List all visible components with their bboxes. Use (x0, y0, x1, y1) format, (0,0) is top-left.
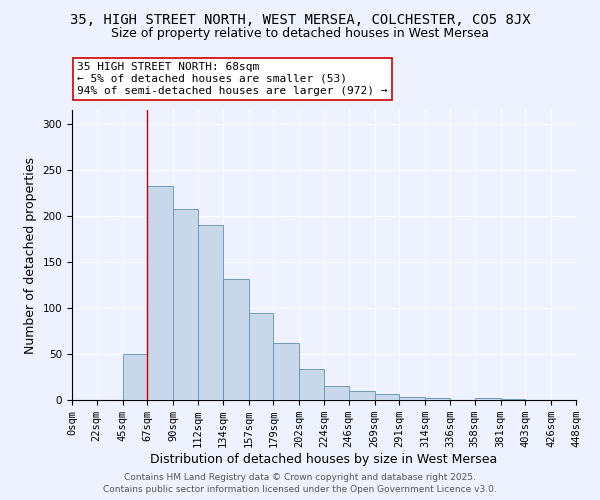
Bar (349, 391, 374, 400)
Bar (400, 397, 425, 400)
Text: 35, HIGH STREET NORTH, WEST MERSEA, COLCHESTER, CO5 8JX: 35, HIGH STREET NORTH, WEST MERSEA, COLC… (70, 12, 530, 26)
Bar (500, 399, 526, 400)
Bar (374, 394, 400, 400)
Bar (324, 386, 349, 400)
Bar (148, 186, 173, 400)
Bar (198, 225, 223, 400)
Bar (122, 354, 148, 400)
Bar (173, 210, 198, 400)
Bar (475, 398, 500, 400)
X-axis label: Distribution of detached houses by size in West Mersea: Distribution of detached houses by size … (151, 453, 497, 466)
Bar (425, 398, 450, 400)
Text: Contains public sector information licensed under the Open Government Licence v3: Contains public sector information licen… (103, 485, 497, 494)
Y-axis label: Number of detached properties: Number of detached properties (24, 156, 37, 354)
Text: 35 HIGH STREET NORTH: 68sqm
← 5% of detached houses are smaller (53)
94% of semi: 35 HIGH STREET NORTH: 68sqm ← 5% of deta… (77, 62, 388, 96)
Bar (299, 368, 324, 400)
Bar (223, 280, 248, 400)
Text: Size of property relative to detached houses in West Mersea: Size of property relative to detached ho… (111, 28, 489, 40)
Text: Contains HM Land Registry data © Crown copyright and database right 2025.: Contains HM Land Registry data © Crown c… (124, 472, 476, 482)
Bar (274, 343, 299, 400)
Bar (248, 314, 274, 400)
